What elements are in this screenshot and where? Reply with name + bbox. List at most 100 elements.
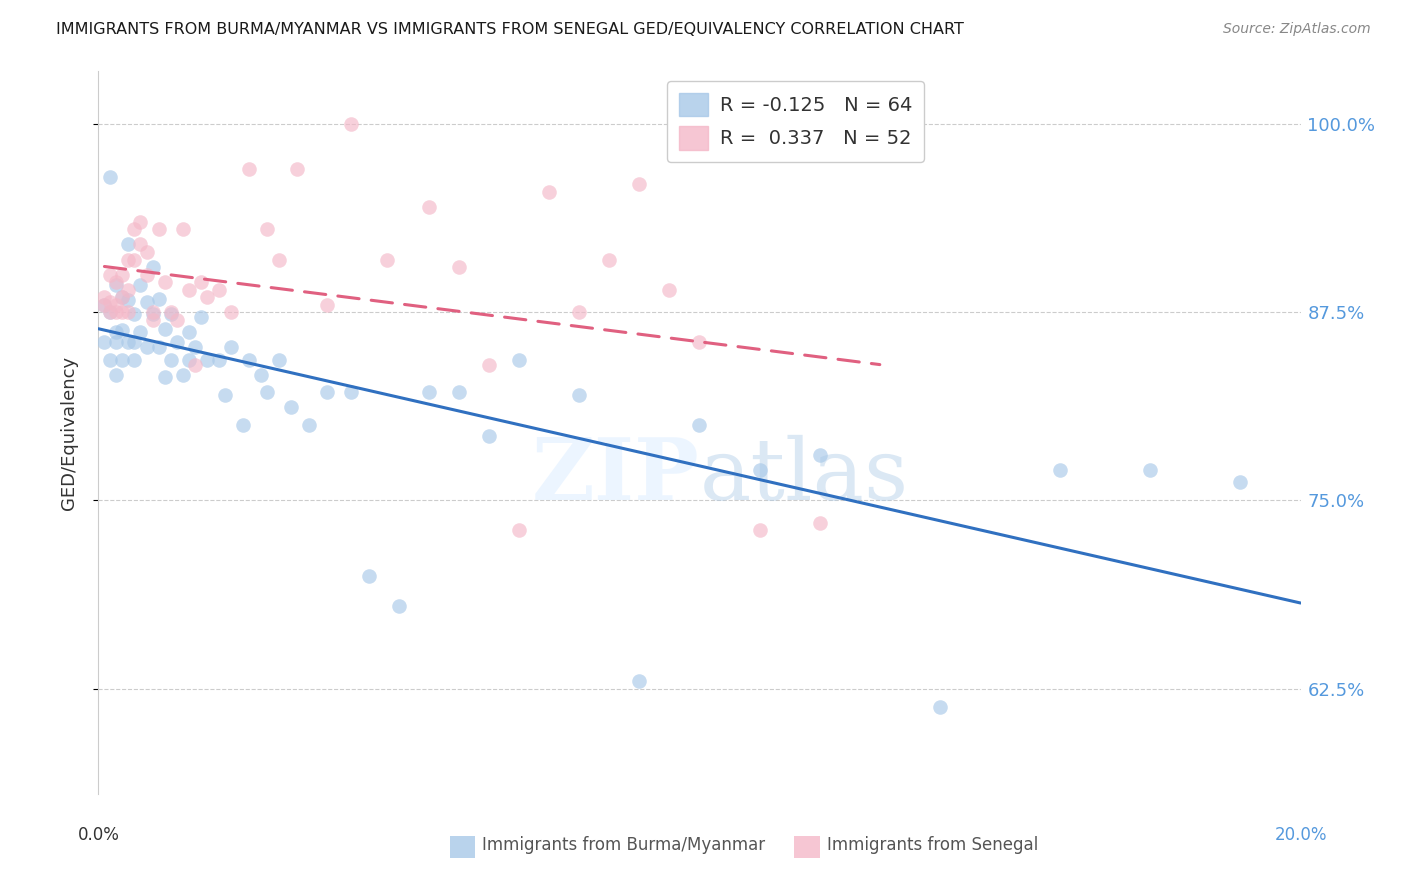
- Point: [508, 353, 530, 368]
- Point: [93, 335, 115, 350]
- Point: [100, 268, 122, 282]
- Point: [508, 524, 530, 538]
- Point: [166, 335, 188, 350]
- Text: Immigrants from Senegal: Immigrants from Senegal: [827, 836, 1038, 854]
- Point: [105, 298, 128, 312]
- Point: [285, 162, 308, 177]
- Point: [357, 568, 380, 582]
- Point: [232, 418, 254, 433]
- Point: [418, 200, 440, 214]
- Point: [129, 278, 152, 293]
- Point: [105, 325, 128, 339]
- Point: [267, 353, 290, 368]
- Point: [148, 340, 170, 354]
- Point: [141, 305, 163, 319]
- Point: [568, 305, 591, 319]
- Point: [111, 353, 134, 368]
- Point: [177, 353, 200, 368]
- Point: [249, 368, 271, 383]
- Point: [124, 353, 146, 368]
- Point: [124, 252, 146, 267]
- Point: [418, 384, 440, 399]
- Point: [219, 340, 242, 354]
- Point: [447, 260, 470, 274]
- Point: [93, 298, 115, 312]
- Point: [748, 463, 770, 477]
- Legend: R = -0.125   N = 64, R =  0.337   N = 52: R = -0.125 N = 64, R = 0.337 N = 52: [668, 81, 924, 161]
- Point: [117, 335, 139, 350]
- Point: [124, 222, 146, 236]
- Point: [117, 283, 139, 297]
- Point: [124, 307, 146, 321]
- Point: [105, 368, 128, 383]
- Point: [141, 312, 163, 326]
- Point: [214, 388, 236, 402]
- Point: [100, 169, 122, 184]
- Point: [748, 524, 770, 538]
- Point: [159, 307, 181, 321]
- Point: [808, 448, 831, 462]
- Point: [100, 305, 122, 319]
- Point: [808, 516, 831, 530]
- Point: [183, 340, 205, 354]
- Point: [628, 673, 651, 688]
- Point: [166, 312, 188, 326]
- Point: [1139, 463, 1161, 477]
- Point: [208, 353, 231, 368]
- Text: IMMIGRANTS FROM BURMA/MYANMAR VS IMMIGRANTS FROM SENEGAL GED/EQUIVALENCY CORRELA: IMMIGRANTS FROM BURMA/MYANMAR VS IMMIGRA…: [56, 22, 965, 37]
- Point: [1229, 475, 1251, 490]
- Text: atlas: atlas: [700, 434, 908, 517]
- Point: [159, 353, 181, 368]
- Point: [208, 283, 231, 297]
- Point: [267, 252, 290, 267]
- Point: [117, 252, 139, 267]
- Point: [568, 388, 591, 402]
- Point: [689, 418, 711, 433]
- Point: [129, 325, 152, 339]
- Point: [111, 290, 134, 304]
- Point: [238, 353, 260, 368]
- Point: [598, 252, 620, 267]
- Text: 0.0%: 0.0%: [77, 826, 120, 844]
- Point: [315, 298, 337, 312]
- Point: [135, 244, 157, 259]
- Point: [129, 215, 152, 229]
- Point: [256, 222, 278, 236]
- Text: ZIP: ZIP: [531, 434, 700, 518]
- Y-axis label: GED/Equivalency: GED/Equivalency: [59, 356, 77, 509]
- Point: [375, 252, 398, 267]
- Point: [129, 237, 152, 252]
- Point: [538, 185, 561, 199]
- Point: [148, 292, 170, 306]
- Point: [177, 325, 200, 339]
- Point: [256, 384, 278, 399]
- Point: [658, 283, 681, 297]
- Point: [315, 384, 337, 399]
- Point: [195, 353, 218, 368]
- Point: [177, 283, 200, 297]
- Point: [105, 278, 128, 293]
- Point: [141, 260, 163, 274]
- Point: [280, 400, 302, 414]
- Point: [478, 428, 501, 442]
- Point: [135, 294, 157, 309]
- Point: [135, 268, 157, 282]
- Point: [340, 117, 363, 131]
- Point: [340, 384, 363, 399]
- Point: [159, 305, 181, 319]
- Point: [153, 322, 176, 336]
- Point: [117, 305, 139, 319]
- Point: [153, 275, 176, 289]
- Text: 20.0%: 20.0%: [1274, 826, 1327, 844]
- Point: [111, 268, 134, 282]
- Point: [689, 335, 711, 350]
- Point: [117, 293, 139, 307]
- Point: [105, 335, 128, 350]
- Point: [124, 335, 146, 350]
- Point: [105, 275, 128, 289]
- Point: [135, 340, 157, 354]
- Point: [1049, 463, 1071, 477]
- Point: [117, 237, 139, 252]
- Point: [148, 222, 170, 236]
- Point: [172, 368, 194, 383]
